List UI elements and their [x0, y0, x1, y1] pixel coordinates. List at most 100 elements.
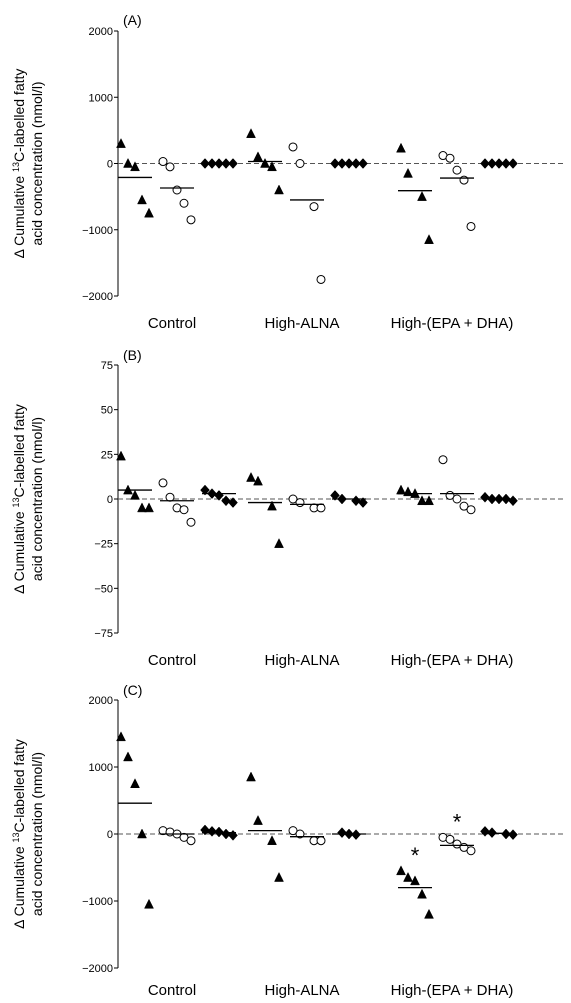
data-point-triangle	[130, 489, 140, 500]
data-point-diamond	[330, 490, 340, 501]
y-tick-label: 2000	[89, 26, 113, 38]
y-axis-label-line1: Δ Cumulative 13C-labelled fatty	[11, 404, 27, 594]
data-point-diamond	[480, 825, 490, 837]
data-point-triangle	[137, 828, 147, 839]
data-point-circle	[186, 517, 196, 527]
data-point-triangle	[396, 484, 406, 495]
y-axis-label-line1: Δ Cumulative 13C-labelled fatty	[11, 739, 27, 929]
data-point-triangle	[137, 194, 147, 205]
data-point-triangle	[396, 865, 406, 876]
data-point-diamond	[221, 828, 231, 840]
data-point-circle	[158, 478, 168, 488]
data-point-triangle	[144, 502, 154, 513]
data-point-circle	[459, 501, 469, 511]
data-point-diamond	[358, 497, 368, 508]
data-point-triangle	[246, 771, 256, 782]
category-label: High-ALNA	[264, 652, 339, 669]
data-point-circle	[316, 503, 326, 513]
data-point-diamond	[508, 829, 518, 841]
data-point-circle	[158, 157, 168, 167]
data-point-triangle	[123, 751, 133, 762]
data-point-triangle	[253, 815, 263, 825]
category-label: High-ALNA	[264, 315, 339, 332]
y-tick-label: −2000	[82, 291, 113, 303]
data-point-circle	[316, 274, 326, 284]
data-point-diamond	[200, 824, 210, 836]
data-point-triangle	[403, 167, 413, 178]
data-point-circle	[466, 505, 476, 515]
data-point-circle	[186, 215, 196, 225]
data-point-circle	[466, 846, 476, 856]
data-point-circle	[179, 505, 189, 515]
data-point-diamond	[337, 827, 347, 839]
significance-marker: *	[453, 809, 462, 834]
data-point-circle	[186, 836, 196, 846]
data-point-triangle	[417, 191, 427, 201]
data-point-triangle	[410, 875, 420, 886]
panel-label: (B)	[123, 347, 142, 363]
y-axis-label-line2: acid concentration (nmol/l)	[29, 81, 45, 245]
category-label: High-(EPA + DHA)	[391, 982, 514, 999]
y-tick-label: −25	[94, 539, 113, 551]
data-point-circle	[316, 836, 326, 846]
data-point-triangle	[424, 908, 434, 919]
data-point-diamond	[508, 495, 518, 507]
data-point-triangle	[253, 475, 263, 486]
category-label: High-(EPA + DHA)	[391, 652, 514, 669]
y-tick-label: −2000	[82, 963, 113, 975]
data-point-circle	[295, 159, 305, 168]
y-tick-label: 1000	[89, 92, 113, 104]
data-point-triangle	[424, 234, 434, 244]
data-point-circle	[452, 165, 462, 175]
data-point-circle	[438, 455, 448, 465]
data-point-diamond	[207, 825, 217, 837]
data-point-circle	[288, 494, 298, 504]
data-point-triangle	[267, 835, 277, 845]
data-point-triangle	[123, 157, 133, 168]
data-point-circle	[288, 142, 298, 152]
data-point-diamond	[351, 829, 361, 841]
y-axis-label-line1: Δ Cumulative 13C-labelled fatty	[11, 69, 27, 259]
data-point-triangle	[274, 871, 284, 882]
data-point-triangle	[253, 151, 263, 162]
category-label: Control	[148, 982, 196, 999]
data-point-triangle	[417, 495, 427, 506]
data-point-triangle	[403, 871, 413, 882]
data-point-triangle	[267, 161, 277, 172]
y-tick-label: −75	[94, 628, 113, 640]
y-tick-label: −50	[94, 583, 113, 595]
data-point-triangle	[246, 128, 256, 138]
category-label: High-ALNA	[264, 982, 339, 999]
data-point-triangle	[116, 731, 126, 742]
data-point-circle	[466, 221, 476, 231]
y-tick-label: 2000	[89, 695, 113, 707]
data-point-circle	[165, 492, 175, 502]
category-label: Control	[148, 315, 196, 332]
data-point-circle	[452, 494, 462, 504]
significance-marker: *	[411, 843, 420, 868]
panel-label: (C)	[123, 682, 142, 698]
data-point-circle	[445, 834, 455, 844]
category-label: High-(EPA + DHA)	[391, 315, 514, 332]
data-point-circle	[295, 498, 305, 508]
y-axis-label-line2: acid concentration (nmol/l)	[29, 752, 45, 916]
data-point-triangle	[267, 500, 277, 511]
data-point-triangle	[137, 502, 147, 513]
data-point-triangle	[130, 161, 140, 172]
data-point-triangle	[274, 184, 284, 195]
y-tick-label: 1000	[89, 762, 113, 774]
data-point-triangle	[417, 888, 427, 899]
data-point-diamond	[221, 495, 231, 507]
data-point-triangle	[274, 538, 284, 548]
data-point-circle	[309, 202, 319, 212]
data-point-diamond	[214, 826, 224, 838]
data-point-circle	[459, 175, 469, 185]
panel-label: (A)	[123, 12, 142, 28]
y-tick-label: 0	[107, 494, 113, 506]
data-point-triangle	[396, 142, 406, 153]
data-point-triangle	[424, 495, 434, 506]
y-axis-label-line2: acid concentration (nmol/l)	[29, 417, 45, 581]
data-point-triangle	[116, 450, 126, 461]
panel-c: 2000 1000 0 −1000 −2000 (C) Control High-ALNA Hi…	[11, 682, 566, 999]
